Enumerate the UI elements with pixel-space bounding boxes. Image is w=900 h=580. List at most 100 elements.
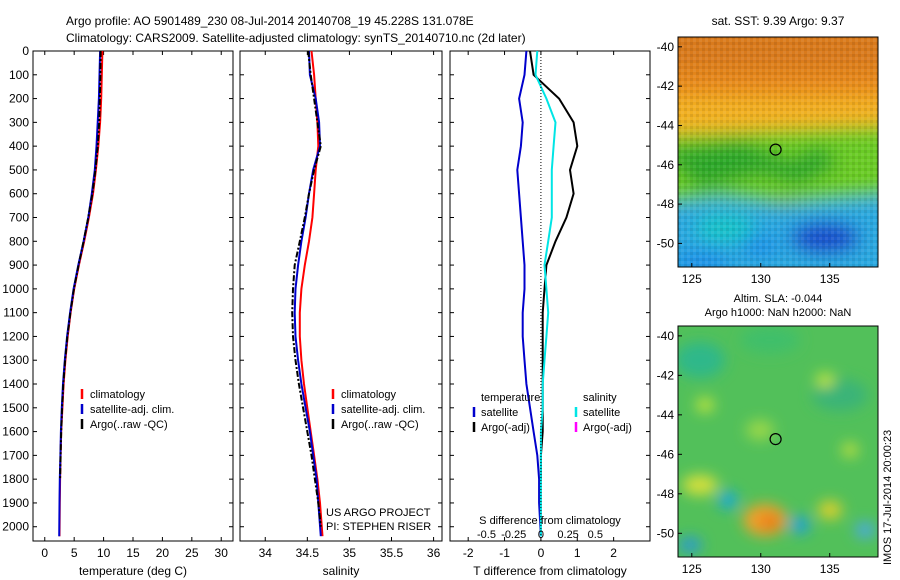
sla-yellow-blob-6 <box>842 443 858 457</box>
figure-title-line1: Argo profile: AO 5901489_230 08-Jul-2014… <box>66 14 474 28</box>
x-tick-label: 1 <box>574 546 581 560</box>
profile-axes-frame <box>449 50 651 542</box>
sst-profile-location-marker <box>769 143 782 156</box>
depth-tick-label: 400 <box>9 139 29 153</box>
depth-tick-label: 1900 <box>2 496 29 510</box>
depth-tick-label: 1800 <box>2 472 29 486</box>
legend-entry: satellite-adj. clim. <box>341 404 425 416</box>
series-line-argo-raw-qc- <box>291 50 322 527</box>
sla-blue-blob-4 <box>678 537 702 553</box>
legend-entry: climatology <box>90 389 146 401</box>
depth-tick-label: 1600 <box>2 425 29 439</box>
sla-map-title: Altim. SLA: -0.044 <box>734 293 823 305</box>
sst-pixel-texture <box>678 37 878 267</box>
salinity-difference-tick-label: 0.25 <box>557 529 578 541</box>
map-lat-tick-label: -48 <box>657 487 675 501</box>
map-lat-tick-label: -42 <box>657 368 675 382</box>
map-lat-tick-label: -46 <box>657 158 675 172</box>
x-tick-label: 0 <box>41 546 48 560</box>
legend-entry: Argo(..raw -QC) <box>341 419 419 431</box>
depth-tick-label: 1000 <box>2 282 29 296</box>
map-lat-tick-label: -40 <box>657 40 675 54</box>
map-lat-tick-label: -44 <box>657 118 675 132</box>
sla-map-frame <box>677 325 879 558</box>
legend-entry-salinity: satellite <box>583 407 620 419</box>
sla-yellow-blob-2 <box>696 398 714 412</box>
legend-entry-temperature: satellite <box>481 407 518 419</box>
map-lat-tick-label: -48 <box>657 197 675 211</box>
x-tick-label: 5 <box>71 546 78 560</box>
salinity-difference-tick-label: 0.5 <box>588 529 603 541</box>
sla-map-panel: 125 130 135 -40 -42 -44 -46 -48 -50 Altim. SLA: … <box>657 293 879 576</box>
x-tick-label: 25 <box>185 546 199 560</box>
sst-map-panel: 125 130 135 -40 -42 -44 -46 -48 -50 sat. SST: 9.… <box>657 14 879 286</box>
depth-tick-label: 600 <box>9 187 29 201</box>
x-tick-label: 36 <box>427 546 441 560</box>
sla-map-axes: 125 130 135 -40 -42 -44 -46 -48 -50 <box>657 329 840 576</box>
depth-tick-label: 1300 <box>2 353 29 367</box>
x-tick-label: 0 <box>538 546 545 560</box>
sst-map-title: sat. SST: 9.39 Argo: 9.37 <box>712 14 845 28</box>
temperature-profile-panel: 0 5 10 15 20 25 300100200300400500600700800900… <box>2 44 234 578</box>
legend-entry: Argo(..raw -QC) <box>90 419 168 431</box>
depth-tick-label: 200 <box>9 92 29 106</box>
x-tick-label: 34 <box>259 546 273 560</box>
map-lon-tick-label: 135 <box>820 562 840 576</box>
x-tick-label: 34.5 <box>296 546 320 560</box>
sla-teal-blob-2 <box>812 379 868 411</box>
depth-tick-label: 500 <box>9 163 29 177</box>
depth-tick-label: 1100 <box>3 306 29 320</box>
legend-entry-temperature: Argo(-adj) <box>481 422 530 434</box>
x-tick-label: 2 <box>610 546 617 560</box>
depth-tick-label: 700 <box>9 211 29 225</box>
x-axis-label: T difference from climatology <box>473 564 627 578</box>
salinity-difference-tick-label: -0.25 <box>501 529 526 541</box>
x-tick-label: 35 <box>343 546 357 560</box>
map-lat-tick-label: -40 <box>657 329 675 343</box>
map-lat-tick-label: -44 <box>657 408 675 422</box>
x-tick-label: -1 <box>499 546 510 560</box>
sla-yellow-blob-3 <box>746 420 774 440</box>
sst-map-frame <box>677 36 879 268</box>
map-lon-tick-label: 135 <box>820 272 840 286</box>
sla-teal-blob-1 <box>678 342 725 378</box>
map-lat-tick-label: -50 <box>657 526 675 540</box>
depth-tick-label: 1500 <box>2 401 29 415</box>
legend-title-temperature: temperature <box>481 392 540 404</box>
depth-tick-label: 1200 <box>2 329 29 343</box>
depth-tick-label: 0 <box>22 44 29 58</box>
profile-axes-frame <box>239 50 443 542</box>
sla-map-subtitle: Argo h1000: NaN h2000: NaN <box>705 307 852 319</box>
sla-blue-blob-2 <box>790 516 810 534</box>
pi-annotation: PI: STEPHEN RISER <box>326 521 431 533</box>
depth-tick-label: 2000 <box>2 520 29 534</box>
salinity-difference-tick-label: -0.5 <box>477 529 496 541</box>
sla-yellow-blob-1 <box>816 373 834 387</box>
salinity-profile-panel: 34 34.5 35 35.5 36 salinity climatology satelli… <box>239 50 443 578</box>
x-tick-label: 10 <box>97 546 111 560</box>
legend-entry: climatology <box>341 389 397 401</box>
x-axis-label: salinity <box>323 564 360 578</box>
depth-tick-label: 1700 <box>2 448 29 462</box>
sla-yellow-blob-4 <box>682 475 718 495</box>
x-tick-label: -2 <box>463 546 474 560</box>
map-lon-tick-label: 130 <box>751 562 771 576</box>
legend-title-salinity: salinity <box>583 392 617 404</box>
map-lat-tick-label: -50 <box>657 236 675 250</box>
sla-orange-core <box>759 514 781 530</box>
x-tick-label: 35.5 <box>380 546 404 560</box>
sst-map-axes: 125 130 135 -40 -42 -44 -46 -48 -50 <box>657 40 840 286</box>
map-lon-tick-label: 125 <box>682 562 702 576</box>
project-annotation: US ARGO PROJECT <box>326 507 431 519</box>
depth-tick-label: 1400 <box>2 377 29 391</box>
depth-tick-label: 300 <box>9 115 29 129</box>
profile-axes-frame <box>32 50 234 542</box>
sla-green-blob-1 <box>740 326 800 354</box>
sla-profile-location-marker <box>769 433 782 446</box>
figure-title-line2: Climatology: CARS2009. Satellite-adjuste… <box>66 31 526 45</box>
x-axis-label: temperature (deg C) <box>79 564 187 578</box>
legend-entry-salinity: Argo(-adj) <box>583 422 632 434</box>
map-lat-tick-label: -42 <box>657 79 675 93</box>
series-line-temperature-satellite <box>516 50 542 537</box>
